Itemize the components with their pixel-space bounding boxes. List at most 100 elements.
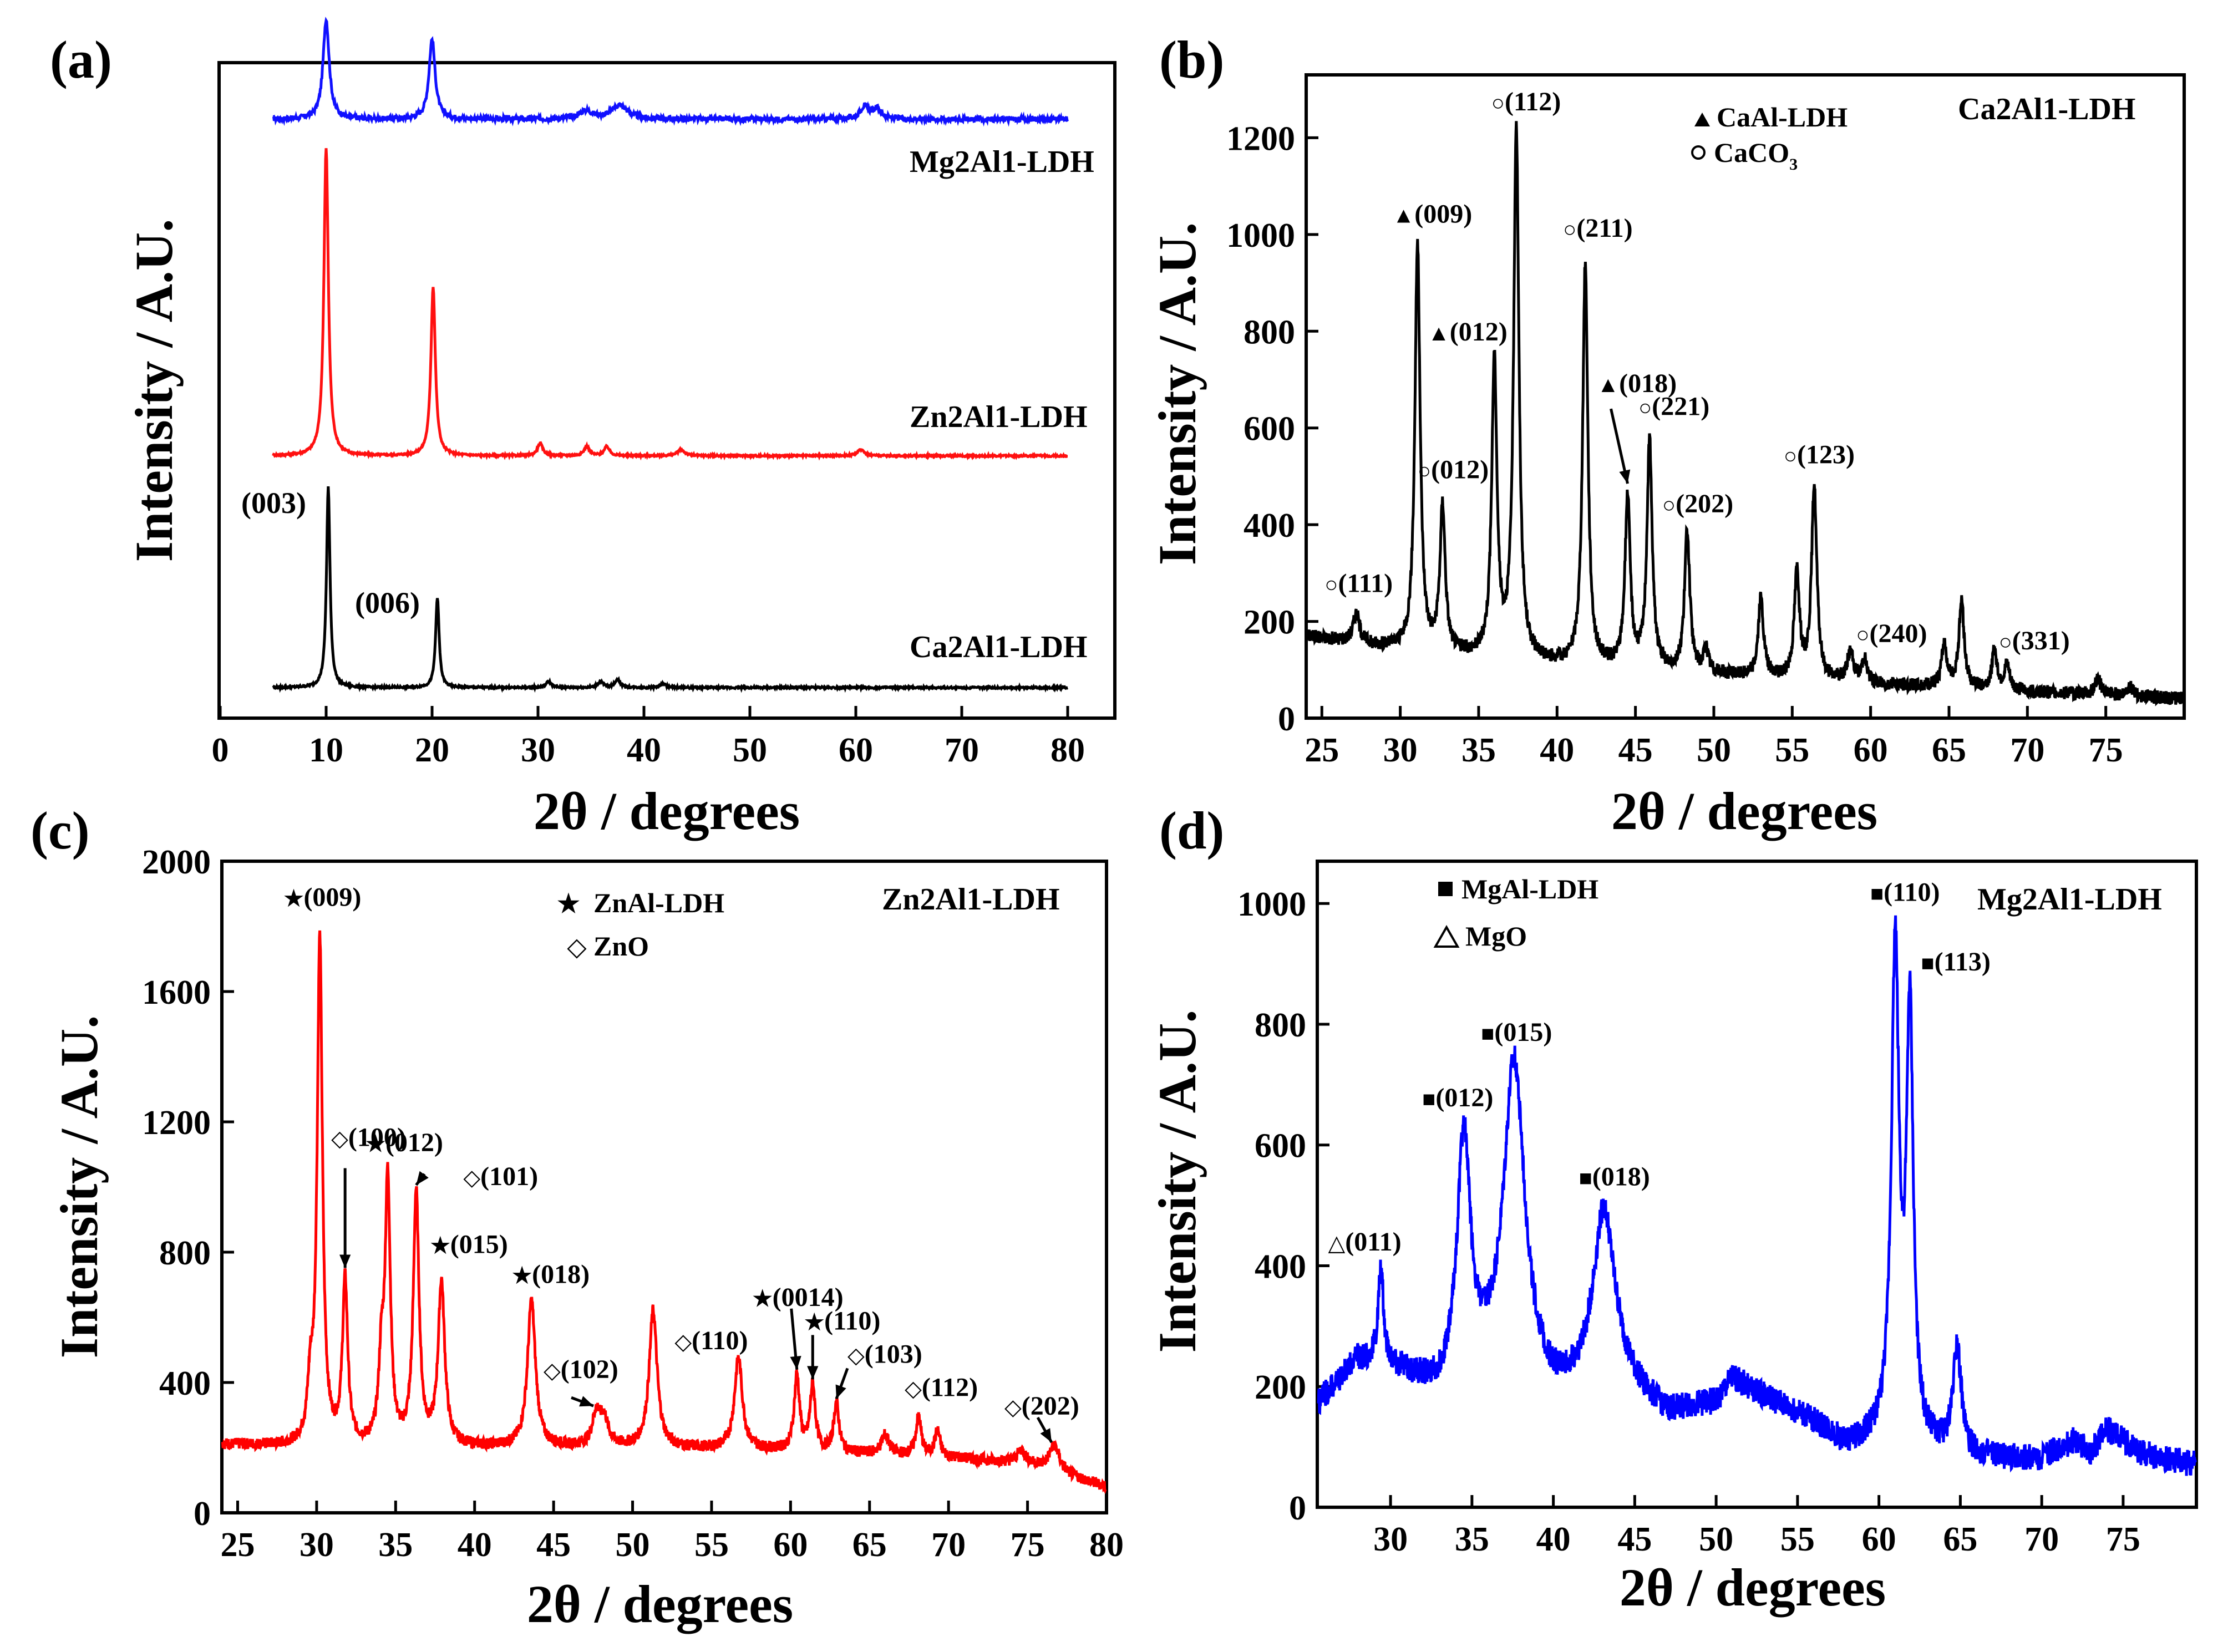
x-tick-label: 70 [2010, 731, 2044, 769]
x-tick-label: 30 [1373, 1521, 1408, 1558]
arrow-head [579, 1396, 594, 1407]
x-tick-label: 40 [458, 1526, 492, 1564]
y-tick-label: 200 [1255, 1369, 1306, 1406]
panel-b-frame [1305, 73, 2186, 720]
peak-annotation: ▲(009) [1393, 200, 1473, 229]
peak-annotation: ■(110) [1870, 877, 1940, 907]
x-tick-label: 10 [309, 731, 343, 769]
square-icon [1438, 882, 1453, 896]
panel-b: (b) 25 30 35 40 45 50 55 60 65 70 75 0 200 400 600 800… [1148, 30, 2186, 841]
peak-annotation: ○(111) [1324, 569, 1393, 598]
panel-c-frame [220, 860, 1108, 1514]
peak-annotation: ○(211) [1563, 214, 1633, 243]
panel-b-legend-item-2: CaCO3 [1714, 137, 1798, 174]
y-tick-label: 0 [1289, 1490, 1306, 1527]
x-tick-label: 55 [1780, 1521, 1815, 1558]
peak-annotation: ◇(101) [463, 1162, 538, 1191]
x-tick-label: 65 [1943, 1521, 1977, 1558]
peak-annotation: ◇(202) [1004, 1391, 1079, 1421]
x-tick-label: 35 [378, 1526, 413, 1564]
peak-annotation: ○(012) [1418, 455, 1489, 485]
panel-d-y-ticks: 0 200 400 600 800 1000 [1237, 886, 1329, 1527]
peak-annotation: ○(331) [1999, 626, 2070, 655]
panel-d-annotations: △(011) ■(012) ■(015) ■(018) ■(110) ■(113) [1328, 877, 1990, 1257]
panel-a-frame [217, 61, 1116, 720]
x-tick-label: 35 [1461, 731, 1496, 769]
panel-c-legend-item-1: ZnAl-LDH [593, 887, 724, 918]
x-tick-label: 65 [1932, 731, 1966, 769]
peak-annotation: ◇(112) [905, 1373, 978, 1402]
peak-annotation: ■(113) [1921, 947, 1991, 977]
triangle-icon [1694, 113, 1710, 126]
panel-a-y-axis-label: Intensity / A.U. [124, 219, 184, 562]
panel-a-x-ticks: 0 10 20 30 40 50 60 70 80 [212, 706, 1085, 769]
x-tick-label: 60 [1862, 1521, 1896, 1558]
y-tick-label: 0 [1278, 700, 1295, 738]
x-tick-label: 20 [415, 731, 449, 769]
panel-c-y-axis-label: Intensity / A.U. [49, 1015, 109, 1359]
x-tick-label: 70 [931, 1526, 966, 1564]
peak-annotation: ◇(110) [674, 1326, 748, 1355]
x-tick-label: 55 [1775, 731, 1809, 769]
x-tick-label: 50 [733, 731, 767, 769]
arrow-head [1040, 1428, 1052, 1443]
triangle-outline-icon [1433, 924, 1460, 948]
panel-b-y-ticks: 0 200 400 600 800 1000 1200 [1226, 120, 1318, 738]
y-tick-label: 600 [1244, 410, 1295, 448]
arrow-head [807, 1366, 819, 1380]
circle-icon [1691, 145, 1706, 160]
panel-b-x-ticks: 25 30 35 40 45 50 55 60 65 70 75 [1305, 706, 2123, 769]
x-tick-label: 30 [521, 731, 555, 769]
y-tick-label: 2000 [142, 843, 211, 881]
panel-c-label: (c) [31, 801, 90, 860]
y-tick-label: 800 [1255, 1007, 1306, 1044]
panel-a-label: (a) [50, 30, 112, 89]
panel-a-x-axis-label: 2θ / degrees [534, 781, 800, 841]
arrow-head [835, 1384, 846, 1399]
peak-annotation: ★(0014) [753, 1283, 844, 1312]
panel-d-title: Mg2Al1-LDH [1977, 882, 2162, 917]
y-tick-label: 600 [1255, 1127, 1306, 1165]
peak-annotation: ○(123) [1784, 440, 1855, 469]
series-Ca2Al1-LDH [272, 486, 1069, 693]
y-tick-label: 400 [1244, 507, 1295, 545]
panel-b-annotations: ○(111) ▲(009) ○(012) ▲(012) ○(112) ○(211) ▲(01… [1324, 87, 2069, 655]
arrow-head [416, 1171, 429, 1185]
x-tick-label: 75 [2106, 1521, 2140, 1558]
panel-b-x-axis-label: 2θ / degrees [1611, 781, 1877, 841]
series-Mg2Al1-LDH [1317, 915, 2197, 1476]
panel-c-title: Zn2Al1-LDH [882, 882, 1060, 917]
peak-annotation: ★(009) [284, 882, 362, 912]
y-tick-label: 1000 [1237, 886, 1306, 923]
panel-d-legend-item-1: MgAl-LDH [1461, 873, 1598, 904]
panel-b-label: (b) [1159, 30, 1224, 89]
peak-annotation: ■(015) [1481, 1018, 1552, 1047]
series-Mg2Al1-LDH [272, 17, 1069, 127]
peak-annotation: ▲(012) [1428, 317, 1508, 347]
x-tick-label: 40 [627, 731, 661, 769]
panel-d-legend-item-2: MgO [1465, 921, 1527, 952]
x-tick-label: 50 [1699, 1521, 1733, 1558]
arrow-head [790, 1356, 801, 1370]
y-tick-label: 400 [1255, 1248, 1306, 1285]
x-tick-label: 0 [212, 731, 229, 769]
peak-annotation: ★(018) [512, 1260, 590, 1289]
peak-annotation: ◇(103) [847, 1339, 922, 1369]
panel-a-peak-006: (006) [355, 586, 420, 619]
panel-d-x-ticks: 30 35 40 45 50 55 60 65 70 75 [1373, 1495, 2140, 1558]
peak-annotation: △(011) [1328, 1227, 1401, 1257]
panel-c-annotations: ★(009) ◇(100)★(012) ◇(101) ★(015)★(018) ◇(10… [284, 882, 1079, 1443]
panel-a-legend-mg: Mg2Al1-LDH [910, 145, 1094, 179]
peak-annotation: ▲(018) [1597, 369, 1677, 398]
panel-b-legend-item-1: CaAl-LDH [1717, 101, 1848, 133]
panel-c-legend-item-2: ZnO [593, 931, 649, 962]
x-tick-label: 70 [945, 731, 979, 769]
panel-b-series [1305, 121, 2185, 706]
y-tick-label: 1200 [1226, 120, 1295, 157]
x-tick-label: 60 [1854, 731, 1888, 769]
x-tick-label: 50 [616, 1526, 650, 1564]
x-tick-label: 75 [1011, 1526, 1045, 1564]
x-tick-label: 40 [1540, 731, 1574, 769]
panel-d-x-axis-label: 2θ / degrees [1620, 1558, 1886, 1617]
panel-b-y-axis-label: Intensity / A.U. [1148, 222, 1207, 566]
